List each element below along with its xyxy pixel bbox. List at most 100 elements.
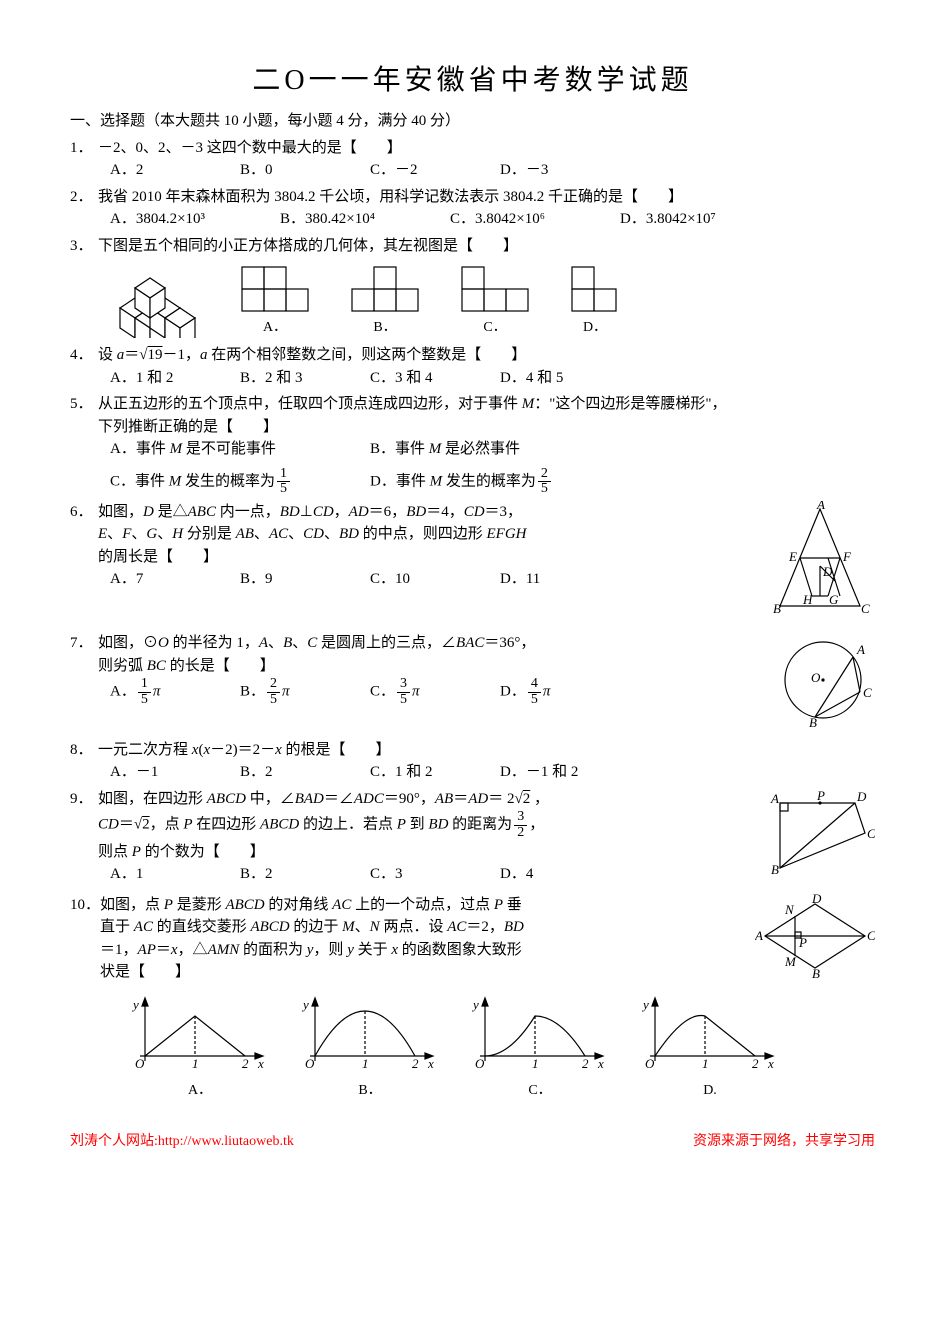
q8t1: 一元二次方程: [98, 742, 192, 758]
q7l1d: 、: [292, 635, 307, 651]
q8-opt-d: D．－1 和 2: [500, 761, 630, 784]
q5d2: 发生的概率为: [442, 473, 536, 489]
svg-text:M: M: [784, 954, 797, 969]
svg-text:1: 1: [702, 1056, 709, 1071]
footer-right: 资源来源于网络，共享学习用: [693, 1131, 875, 1152]
question-7: 7． 如图，⊙O 的半径为 1，A、B、C 是圆周上的三点，∠BAC＝36°， …: [70, 632, 875, 707]
q4-opt-b: B．2 和 3: [240, 367, 370, 390]
q5-num: 5．: [70, 393, 98, 416]
q10-num: 10．: [70, 894, 100, 917]
svg-text:A: A: [770, 791, 779, 806]
q10l1d: 上的一个动点，过点: [351, 897, 494, 913]
q6-figure: A B C D E F G H: [765, 501, 875, 629]
q6l2h: 的中点，则四边形: [359, 526, 487, 542]
q3-solid-figure: [110, 268, 200, 338]
q10-lab-c: C．: [528, 1080, 551, 1101]
q4-text-p1: 设: [98, 347, 117, 363]
q7-text: 如图，⊙O 的半径为 1，A、B、C 是圆周上的三点，∠BAC＝36°， 则劣弧…: [98, 632, 765, 677]
q9-figure: A B C D P: [765, 788, 875, 886]
svg-text:O: O: [475, 1056, 485, 1071]
q6-num: 6．: [70, 501, 98, 524]
q10l3b: ，△: [178, 942, 208, 958]
svg-text:F: F: [842, 549, 852, 564]
q10l3d: ，则: [313, 942, 347, 958]
svg-text:1: 1: [192, 1056, 199, 1071]
q9-num: 9．: [70, 788, 98, 811]
q5b2: 是必然事件: [441, 441, 520, 457]
q10l2d: 、: [355, 919, 370, 935]
q9-opt-d: D．4: [500, 863, 630, 886]
svg-text:D: D: [856, 789, 867, 804]
q10l1a: 如图，点: [100, 897, 164, 913]
graph-b-icon: yO 12x: [300, 996, 440, 1076]
svg-text:2: 2: [752, 1056, 759, 1071]
q7od: D．: [500, 684, 526, 700]
q10l1e: 垂: [503, 897, 522, 913]
q6l1c: 内一点，: [216, 504, 280, 520]
q7oa: A．: [110, 684, 136, 700]
section-header: 一、选择题（本大题共 10 小题，每小题 4 分，满分 40 分）: [70, 110, 875, 133]
svg-text:1: 1: [362, 1056, 369, 1071]
q10l3c: 的面积为: [239, 942, 307, 958]
q6-opt-b: B．9: [240, 568, 370, 591]
svg-text:A: A: [755, 928, 763, 943]
quadrilateral-icon: A B C D P: [765, 788, 875, 878]
q8-text: 一元二次方程 x(x－2)＝2－x 的根是【 】: [98, 739, 875, 762]
q10l1c: 的对角线: [265, 897, 333, 913]
q4-opt-c: C．3 和 4: [370, 367, 500, 390]
svg-text:E: E: [788, 549, 797, 564]
q6l1b: 是△: [154, 504, 188, 520]
q10l4: 状是【 】: [100, 964, 190, 980]
q3-opt-a-figure: A．: [240, 265, 310, 338]
svg-text:x: x: [767, 1056, 774, 1071]
q9l2e: 的距离为: [448, 817, 512, 833]
q10-lab-d: D.: [703, 1080, 717, 1101]
svg-text:N: N: [784, 902, 795, 917]
svg-text:O: O: [645, 1056, 655, 1071]
q7-opt-c: C．35π: [370, 677, 500, 707]
svg-text:P: P: [816, 788, 825, 803]
svg-text:2: 2: [412, 1056, 419, 1071]
q1-text: －2、0、2、－3 这四个数中最大的是【 】: [98, 137, 875, 160]
q4-text-p2: 在两个相邻整数之间，则这两个整数是【 】: [208, 347, 527, 363]
q1-opt-b: B．0: [240, 159, 370, 182]
q5-t3: 下列推断正确的是【 】: [98, 419, 278, 435]
question-8: 8． 一元二次方程 x(x－2)＝2－x 的根是【 】 A．－1 B．2 C．1…: [70, 739, 875, 784]
q3-num: 3．: [70, 235, 98, 258]
q9-opt-c: C．3: [370, 863, 500, 886]
q5b1: B．事件: [370, 441, 429, 457]
q5a1: A．事件: [110, 441, 170, 457]
q10-graph-c: yO 12x C．: [470, 996, 610, 1101]
q5a2: 是不可能事件: [182, 441, 276, 457]
q7-figure: A B C O: [775, 632, 875, 735]
rhombus-icon: A B C D M N P: [755, 894, 875, 979]
footer-l1: 刘涛个人网站:: [70, 1134, 158, 1149]
svg-text:y: y: [471, 997, 479, 1012]
footer-link[interactable]: http://www.liutaoweb.tk: [158, 1134, 294, 1149]
q4-opt-a: A．1 和 2: [110, 367, 240, 390]
q1-opt-d: D．－3: [500, 159, 630, 182]
q5-t1: 从正五边形的五个顶点中，任取四个顶点连成四边形，对于事件: [98, 396, 522, 412]
q10-graph-b: yO 12x B．: [300, 996, 440, 1101]
q2-opt-a: A．3804.2×10³: [110, 208, 280, 231]
q8-opt-c: C．1 和 2: [370, 761, 500, 784]
svg-text:y: y: [131, 997, 139, 1012]
graph-a-icon: yO 12x: [130, 996, 270, 1076]
q3-opt-c-figure: C．: [460, 265, 530, 338]
circle-icon: A B C O: [775, 632, 875, 727]
q10l3e: 关于: [354, 942, 392, 958]
question-3: 3． 下图是五个相同的小正方体搭成的几何体，其左视图是【 】: [70, 235, 875, 339]
q1-num: 1．: [70, 137, 98, 160]
q9-opt-a: A．1: [110, 863, 240, 886]
svg-text:O: O: [305, 1056, 315, 1071]
q6l2b: 、: [131, 526, 146, 542]
q9l2d: 到: [406, 817, 429, 833]
q6l2e: 、: [254, 526, 269, 542]
q2-opt-b: B．380.42×10⁴: [280, 208, 450, 231]
svg-text:1: 1: [532, 1056, 539, 1071]
q9l2c: 的边上．若点: [299, 817, 397, 833]
q7l1a: 如图，⊙: [98, 635, 158, 651]
svg-text:H: H: [802, 592, 813, 607]
q6l3: 的周长是【 】: [98, 549, 218, 565]
q9l1c: ＝∠: [324, 791, 354, 807]
